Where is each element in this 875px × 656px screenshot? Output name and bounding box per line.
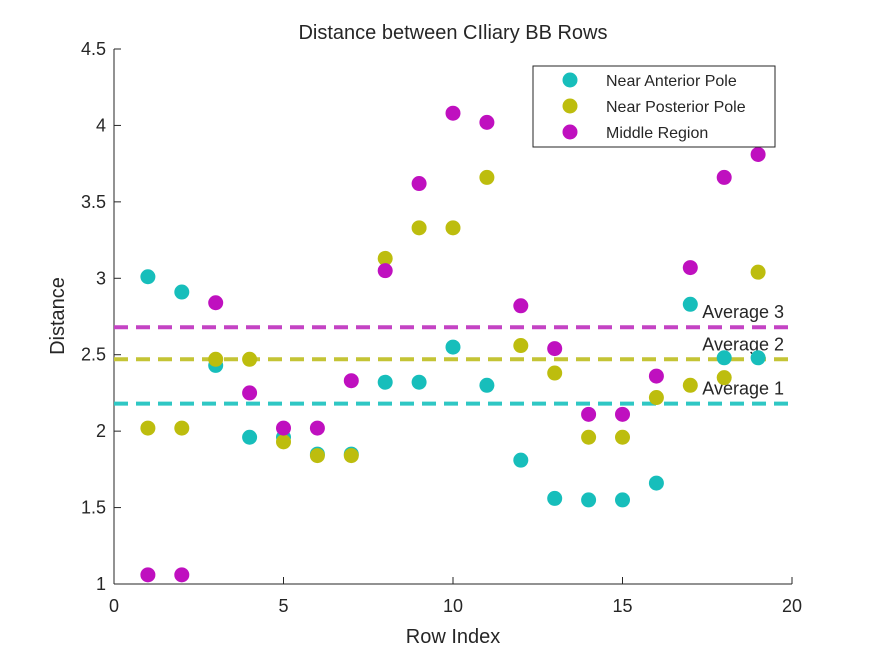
legend-marker [562, 72, 578, 88]
data-point [140, 420, 156, 436]
data-point [140, 567, 156, 583]
data-point [716, 370, 732, 386]
data-point [174, 567, 190, 583]
average-label: Average 3 [702, 302, 784, 322]
data-point [716, 169, 732, 185]
x-tick-label: 15 [612, 596, 632, 616]
data-point [682, 296, 698, 312]
data-point [750, 146, 766, 162]
data-point [648, 368, 664, 384]
data-point [276, 420, 291, 436]
data-point [445, 105, 461, 121]
y-tick-label: 4.5 [81, 39, 106, 59]
data-point [242, 385, 258, 401]
data-point [174, 420, 190, 436]
data-point [309, 448, 325, 464]
legend: Near Anterior Pole Near Posterior Pole Mid… [532, 65, 776, 148]
data-point [377, 374, 393, 390]
data-point [411, 176, 427, 192]
data-point [615, 406, 630, 422]
data-point [411, 220, 427, 236]
ticks: 0 5 10 15 20 1 1.5 2 2.5 3 3.5 4 4.5 [81, 39, 802, 616]
data-point [513, 452, 529, 468]
y-tick-label: 1.5 [81, 498, 106, 518]
average-label: Average 2 [702, 334, 784, 354]
y-tick-label: 3 [96, 268, 106, 288]
data-point [445, 220, 461, 236]
data-point [208, 351, 224, 367]
x-tick-label: 0 [109, 596, 119, 616]
legend-marker [562, 124, 578, 140]
data-point [445, 339, 461, 355]
data-point [648, 390, 664, 406]
data-point [242, 429, 258, 445]
data-point [716, 350, 732, 366]
data-point [276, 434, 291, 450]
data-point [615, 492, 630, 508]
data-point [377, 250, 393, 266]
data-points [140, 105, 766, 583]
data-point [208, 295, 224, 311]
data-point [547, 365, 563, 381]
data-point [411, 374, 427, 390]
data-point [479, 377, 495, 393]
data-point [309, 420, 325, 436]
data-point [682, 377, 698, 393]
data-point [547, 341, 563, 357]
data-point [615, 429, 630, 445]
average-lines: Average 1 Average 2 Average 3 [114, 302, 792, 406]
x-axis-label: Row Index [406, 626, 501, 648]
y-tick-label: 2.5 [81, 345, 106, 365]
y-tick-label: 3.5 [81, 192, 106, 212]
data-point [479, 169, 495, 185]
x-tick-label: 10 [443, 596, 463, 616]
legend-label: Middle Region [606, 125, 708, 142]
data-point [648, 475, 664, 491]
data-point [513, 298, 529, 314]
data-point [174, 284, 190, 300]
y-tick-label: 1 [96, 574, 106, 594]
legend-label: Near Anterior Pole [606, 73, 737, 90]
data-point [750, 264, 766, 280]
data-point [581, 429, 597, 445]
data-point [581, 406, 597, 422]
data-point [581, 492, 597, 508]
data-point [513, 338, 529, 354]
data-point [140, 269, 156, 285]
data-point [242, 351, 258, 367]
data-point [343, 448, 359, 464]
data-point [343, 373, 359, 389]
chart-title: Distance between CIliary BB Rows [298, 22, 607, 44]
y-tick-label: 2 [96, 421, 106, 441]
data-point [750, 350, 766, 366]
data-point [682, 260, 698, 276]
data-point [547, 490, 563, 506]
x-tick-label: 5 [278, 596, 288, 616]
legend-marker [562, 98, 578, 114]
legend-label: Near Posterior Pole [606, 99, 746, 116]
average-label: Average 1 [702, 379, 784, 399]
data-point [377, 263, 393, 279]
y-axis-label: Distance [47, 277, 69, 355]
x-tick-label: 20 [782, 596, 802, 616]
y-tick-label: 4 [96, 115, 106, 135]
data-point [479, 114, 495, 130]
